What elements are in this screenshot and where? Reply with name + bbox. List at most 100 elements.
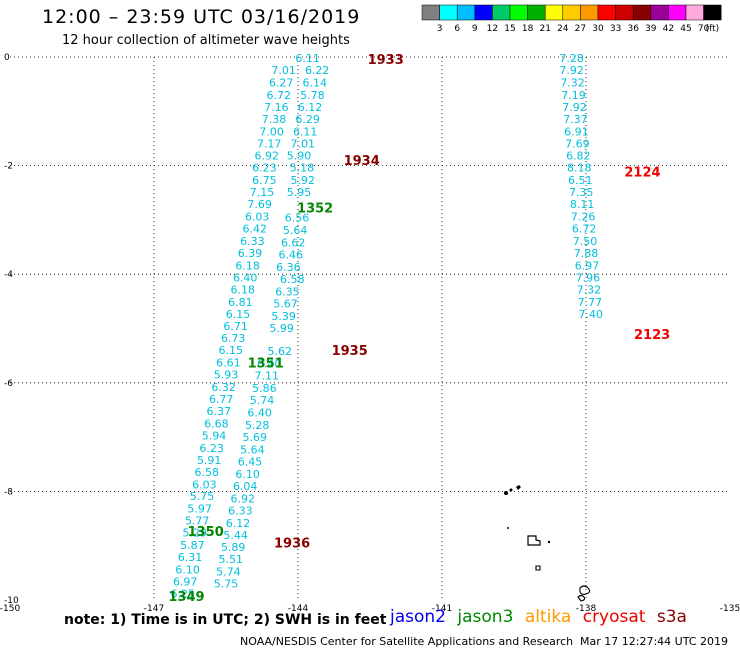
pass-label: 1935 [332,344,368,359]
wave-height-point: 6.40 [233,271,258,284]
pass-label: 1351 [248,357,284,372]
wave-height-point: 5.51 [219,553,244,566]
wave-height-point: 6.68 [204,417,229,430]
wave-height-point: 5.18 [290,162,315,175]
wave-height-point: 6.73 [221,332,246,345]
wave-height-point: 7.17 [257,137,282,150]
wave-height-point: 5.87 [180,539,205,552]
chart-title: 12:00 – 23:59 UTC 03/16/2019 [42,6,361,28]
wave-height-point: 7.01 [291,137,316,150]
wave-height-point: 6.61 [216,357,241,370]
wave-height-point: 6.25 [171,587,196,600]
wave-height-point: 6.14 [303,76,328,89]
wave-height-point: 5.77 [185,515,210,528]
colorbar-cell [421,4,440,21]
wave-height-point: 7.88 [574,247,599,260]
wave-height-point: 6.33 [240,235,265,248]
wave-height-point: 7.32 [577,283,602,296]
pass-label: 1350 [188,525,224,540]
wave-height-point: 7.37 [563,113,588,126]
colorbar-cell [544,4,564,21]
wave-height-point: 7.15 [250,186,275,199]
wave-height-point: 7.69 [565,137,590,150]
wave-height-point: 5.91 [197,454,222,467]
colorbar-tick: 33 [610,24,621,34]
wave-height-point: 5.64 [240,444,265,457]
wave-height-point: 6.91 [564,125,589,138]
wave-height-point: 6.97 [575,259,600,272]
wave-height-point: 7.92 [562,101,587,114]
wave-height-point: 7.77 [578,296,603,309]
wave-height-point: 7.69 [247,198,272,211]
wave-height-point: 7.01 [271,64,296,77]
wave-height-point: 5.97 [187,503,212,516]
wave-height-point: 6.11 [295,52,320,65]
wave-height-point: 6.33 [228,504,253,517]
wave-height-point: 6.23 [199,442,224,455]
legend-jason3: jason3 [457,607,514,627]
map-axes: -150 -147 -144 -141 -138 -135 0 -2 -4 -6 -8 -10 [0,53,740,614]
wave-height-point: 6.32 [211,381,236,394]
x-tick-label: -138 [576,604,597,614]
wave-height-point: 6.45 [238,455,263,468]
wave-height-point: 6.62 [281,237,306,250]
wave-height-point: 6.58 [195,466,220,479]
wave-height-point: 5.75 [214,578,239,591]
wave-height-point: 5.28 [245,419,270,432]
wave-height-point: 6.37 [207,405,232,418]
islands [504,485,591,602]
colorbar-tick: 6 [454,24,460,34]
wave-height-point: 6.22 [305,64,330,77]
colorbar-tick: 27 [575,24,586,34]
colorbar-tick: 42 [663,24,674,34]
wave-height-point: 6.81 [228,296,253,309]
wave-height-point: 6.03 [245,211,270,224]
chart-subtitle: 12 hour collection of altimeter wave hei… [62,33,350,48]
wave-height-point: 6.04 [233,480,258,493]
x-tick-label: -147 [144,604,164,614]
wave-height-point: 7.96 [576,271,601,284]
wave-height-point: 5.93 [214,369,239,382]
wave-height-point: 6.18 [231,283,256,296]
wave-height-point: 6.12 [226,517,251,530]
wave-height-point: 7.26 [571,211,596,224]
colorbar-cell [685,4,704,21]
wave-height-point: 7.19 [561,89,586,102]
wave-height-point: 5.29 [183,527,208,540]
y-tick-label: -6 [4,379,13,389]
colorbar-cell [668,4,687,21]
colorbar-cell [615,4,634,21]
wave-height-point: 5.94 [202,429,227,442]
wave-height-point: 6.97 [173,575,198,588]
wave-height-point: 7.28 [559,52,584,65]
y-tick-label: -8 [4,487,13,497]
credit-text: NOAA/NESDIS Center for Satellite Applica… [240,635,574,648]
pass-label: 1349 [168,590,204,605]
wave-height-point: 6.92 [231,492,256,505]
colorbar-cell [527,4,546,21]
wave-height-point: 5.75 [190,490,215,503]
legend-cryosat: cryosat [582,607,646,627]
colorbar-cell [509,4,528,21]
pass-label: 2123 [634,328,670,343]
wave-height-point: 6.31 [178,551,203,564]
wave-height-point: 6.46 [279,249,304,262]
wave-height-point: 6.92 [255,150,280,163]
colorbar-tick: 15 [504,24,515,34]
timestamp: Mar 17 12:27:44 UTC 2019 [580,635,728,648]
colorbar-cell [703,4,722,21]
wave-height-point: 7.32 [560,76,585,89]
wave-height-point: 8.11 [570,198,595,211]
y-tick-label: -10 [4,596,19,606]
colorbar-tick: 12 [487,24,498,34]
wave-height-point: 6.82 [566,150,591,163]
colorbar-cell [439,4,458,21]
wave-height-point: 6.12 [298,101,323,114]
wave-height-point: 5.99 [269,322,294,335]
wave-height-point: 6.10 [175,564,200,577]
colorbar-cell [492,4,511,21]
pass-label: 1936 [274,536,310,551]
wave-height-point: 6.39 [238,247,263,260]
colorbar-cell [632,4,652,21]
